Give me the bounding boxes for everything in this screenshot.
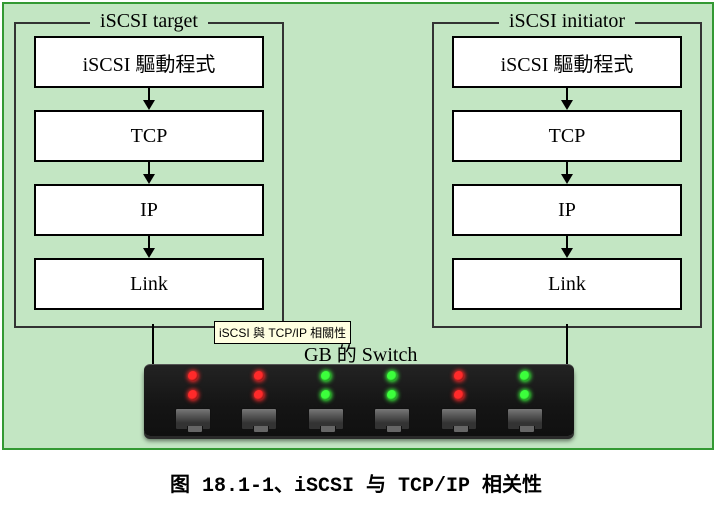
iscsi-initiator-stack: iSCSI initiator iSCSI 驅動程式 TCP IP Link	[432, 22, 702, 328]
network-switch	[144, 364, 574, 436]
led-top-icon	[454, 371, 464, 381]
switch-port	[374, 371, 410, 430]
switch-ports-row	[144, 365, 574, 436]
ethernet-port-icon	[308, 408, 344, 430]
switch-port	[241, 371, 277, 430]
arrow-down-icon	[452, 236, 682, 258]
ethernet-port-icon	[241, 408, 277, 430]
tooltip: iSCSI 與 TCP/IP 相關性	[214, 321, 351, 344]
ethernet-port-icon	[374, 408, 410, 430]
switch-port	[507, 371, 543, 430]
switch-port	[308, 371, 344, 430]
arrow-down-icon	[452, 88, 682, 110]
led-top-icon	[520, 371, 530, 381]
layer-link: Link	[452, 258, 682, 310]
iscsi-target-stack: iSCSI target iSCSI 驅動程式 TCP IP Link	[14, 22, 284, 328]
ethernet-port-icon	[507, 408, 543, 430]
layer-tcp: TCP	[452, 110, 682, 162]
layer-tcp: TCP	[34, 110, 264, 162]
figure-caption: 图 18.1-1、iSCSI 与 TCP/IP 相关性	[0, 468, 712, 498]
led-bottom-icon	[254, 390, 264, 400]
led-bottom-icon	[188, 390, 198, 400]
arrow-down-icon	[34, 88, 264, 110]
switch-port	[441, 371, 477, 430]
port-leds	[454, 371, 464, 400]
led-top-icon	[321, 371, 331, 381]
port-leds	[387, 371, 397, 400]
arrow-down-icon	[34, 162, 264, 184]
port-leds	[254, 371, 264, 400]
arrow-down-icon	[34, 236, 264, 258]
layer-ip: IP	[34, 184, 264, 236]
layer-ip: IP	[452, 184, 682, 236]
led-top-icon	[188, 371, 198, 381]
stack-title-right: iSCSI initiator	[499, 10, 635, 32]
ethernet-port-icon	[441, 408, 477, 430]
layer-driver: iSCSI 驅動程式	[34, 36, 264, 88]
led-top-icon	[387, 371, 397, 381]
tooltip-text: iSCSI 與 TCP/IP 相關性	[219, 326, 346, 340]
led-bottom-icon	[454, 390, 464, 400]
diagram-container: iSCSI target iSCSI 驅動程式 TCP IP Link iSCS…	[2, 2, 714, 450]
stack-title-left: iSCSI target	[90, 10, 208, 32]
port-leds	[188, 371, 198, 400]
stack-title-wrap: iSCSI initiator	[434, 10, 700, 33]
layer-driver: iSCSI 驅動程式	[452, 36, 682, 88]
led-top-icon	[254, 371, 264, 381]
stack-title-wrap: iSCSI target	[16, 10, 282, 33]
port-leds	[520, 371, 530, 400]
led-bottom-icon	[520, 390, 530, 400]
led-bottom-icon	[321, 390, 331, 400]
switch-port	[175, 371, 211, 430]
port-leds	[321, 371, 331, 400]
led-bottom-icon	[387, 390, 397, 400]
ethernet-port-icon	[175, 408, 211, 430]
layer-link: Link	[34, 258, 264, 310]
arrow-down-icon	[452, 162, 682, 184]
